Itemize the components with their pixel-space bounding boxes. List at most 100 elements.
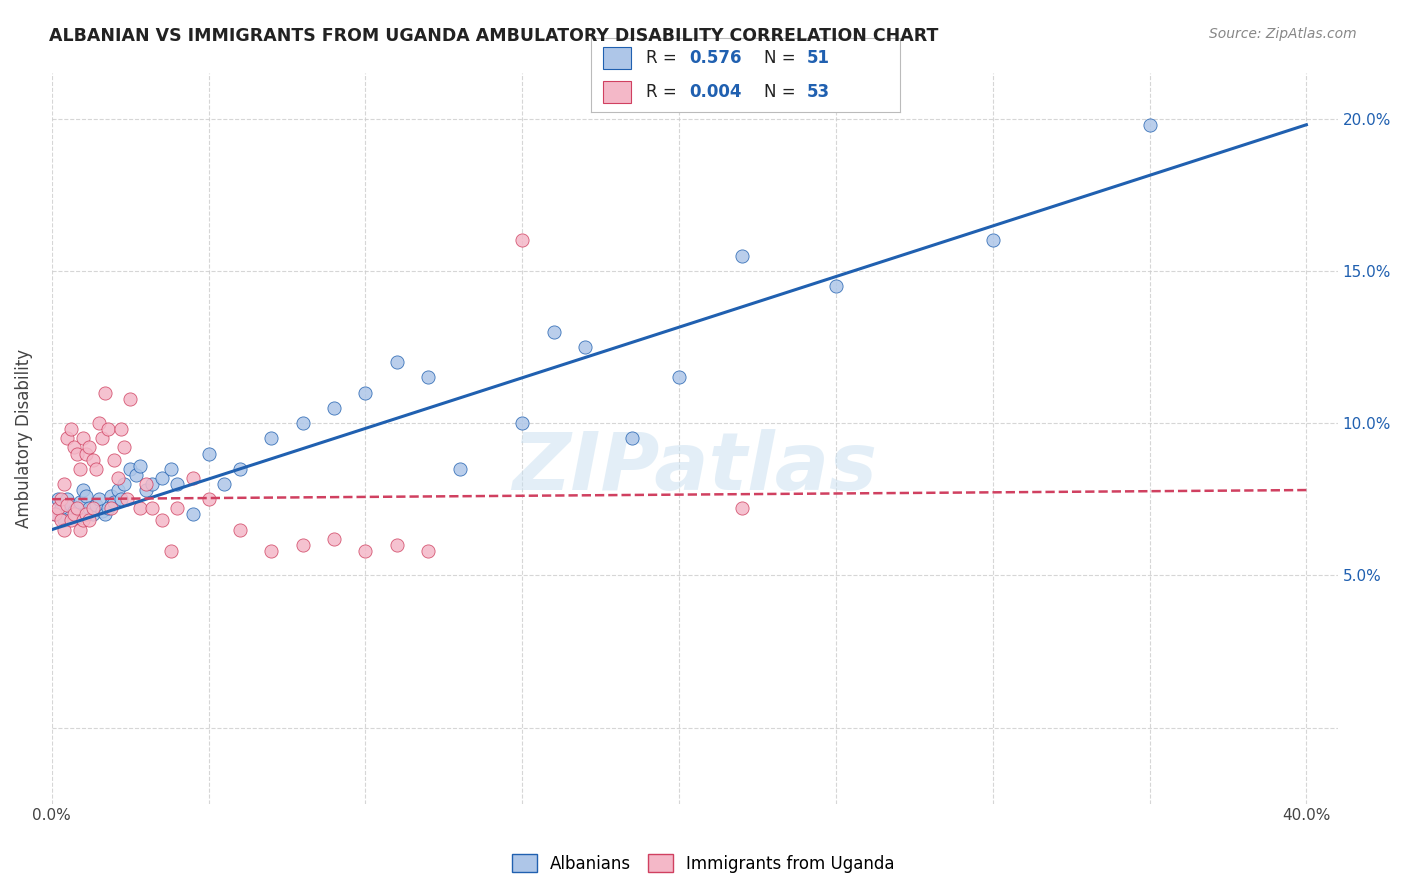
Point	[141, 501, 163, 516]
Point	[128, 458, 150, 473]
Point	[668, 370, 690, 384]
Point	[82, 508, 104, 522]
Text: 51: 51	[807, 49, 830, 67]
Point	[46, 501, 69, 516]
FancyBboxPatch shape	[603, 81, 631, 103]
Point	[291, 416, 314, 430]
Point	[53, 514, 76, 528]
Point	[229, 461, 252, 475]
Point	[115, 492, 138, 507]
Point	[120, 392, 142, 406]
Point	[79, 501, 101, 516]
Point	[66, 510, 89, 524]
Point	[323, 532, 346, 546]
Point	[260, 544, 283, 558]
Point	[150, 514, 173, 528]
Point	[79, 514, 101, 528]
Text: N =: N =	[763, 49, 800, 67]
Point	[110, 422, 132, 436]
Point	[53, 523, 76, 537]
Point	[160, 461, 183, 475]
Point	[59, 514, 82, 528]
Point	[166, 477, 188, 491]
Point	[160, 544, 183, 558]
Point	[103, 495, 125, 509]
Point	[418, 544, 440, 558]
Point	[84, 498, 107, 512]
Point	[107, 471, 129, 485]
Point	[44, 508, 66, 522]
Point	[87, 492, 110, 507]
Point	[49, 501, 72, 516]
Point	[112, 477, 135, 491]
Point	[621, 431, 644, 445]
Point	[135, 477, 157, 491]
Point	[69, 523, 91, 537]
Point	[825, 279, 848, 293]
Text: ZIPatlas: ZIPatlas	[512, 428, 877, 507]
Text: R =: R =	[647, 49, 682, 67]
Point	[323, 401, 346, 415]
Point	[731, 501, 754, 516]
Legend: Albanians, Immigrants from Uganda: Albanians, Immigrants from Uganda	[505, 847, 901, 880]
Point	[84, 461, 107, 475]
Point	[731, 249, 754, 263]
Point	[56, 431, 79, 445]
Point	[46, 492, 69, 507]
Point	[75, 446, 97, 460]
Point	[49, 514, 72, 528]
Point	[418, 370, 440, 384]
Point	[354, 544, 377, 558]
Point	[107, 483, 129, 497]
Point	[110, 492, 132, 507]
Text: R =: R =	[647, 83, 682, 101]
Point	[69, 495, 91, 509]
Point	[449, 461, 471, 475]
Point	[100, 501, 122, 516]
Text: 53: 53	[807, 83, 830, 101]
Point	[97, 501, 120, 516]
Point	[53, 477, 76, 491]
Point	[510, 234, 533, 248]
Point	[141, 477, 163, 491]
Point	[150, 471, 173, 485]
Point	[82, 452, 104, 467]
Point	[44, 508, 66, 522]
Text: ALBANIAN VS IMMIGRANTS FROM UGANDA AMBULATORY DISABILITY CORRELATION CHART: ALBANIAN VS IMMIGRANTS FROM UGANDA AMBUL…	[49, 27, 939, 45]
Point	[100, 489, 122, 503]
Text: 0.004: 0.004	[689, 83, 742, 101]
Point	[1139, 118, 1161, 132]
Point	[91, 431, 114, 445]
Point	[510, 416, 533, 430]
Point	[56, 498, 79, 512]
Point	[59, 422, 82, 436]
Point	[97, 422, 120, 436]
Point	[62, 508, 84, 522]
Point	[574, 340, 596, 354]
Point	[72, 431, 94, 445]
Point	[87, 416, 110, 430]
Point	[125, 467, 148, 482]
Point	[75, 508, 97, 522]
FancyBboxPatch shape	[603, 47, 631, 69]
Point	[229, 523, 252, 537]
Point	[354, 385, 377, 400]
Point	[112, 441, 135, 455]
Point	[197, 446, 219, 460]
Point	[72, 483, 94, 497]
Point	[385, 355, 408, 369]
Point	[72, 514, 94, 528]
Point	[62, 504, 84, 518]
Text: 0.576: 0.576	[689, 49, 742, 67]
Point	[94, 385, 117, 400]
Text: N =: N =	[763, 83, 800, 101]
Point	[291, 538, 314, 552]
Point	[181, 471, 204, 485]
Point	[981, 234, 1004, 248]
Point	[543, 325, 565, 339]
Point	[166, 501, 188, 516]
Point	[62, 441, 84, 455]
Point	[103, 452, 125, 467]
Point	[385, 538, 408, 552]
Point	[260, 431, 283, 445]
